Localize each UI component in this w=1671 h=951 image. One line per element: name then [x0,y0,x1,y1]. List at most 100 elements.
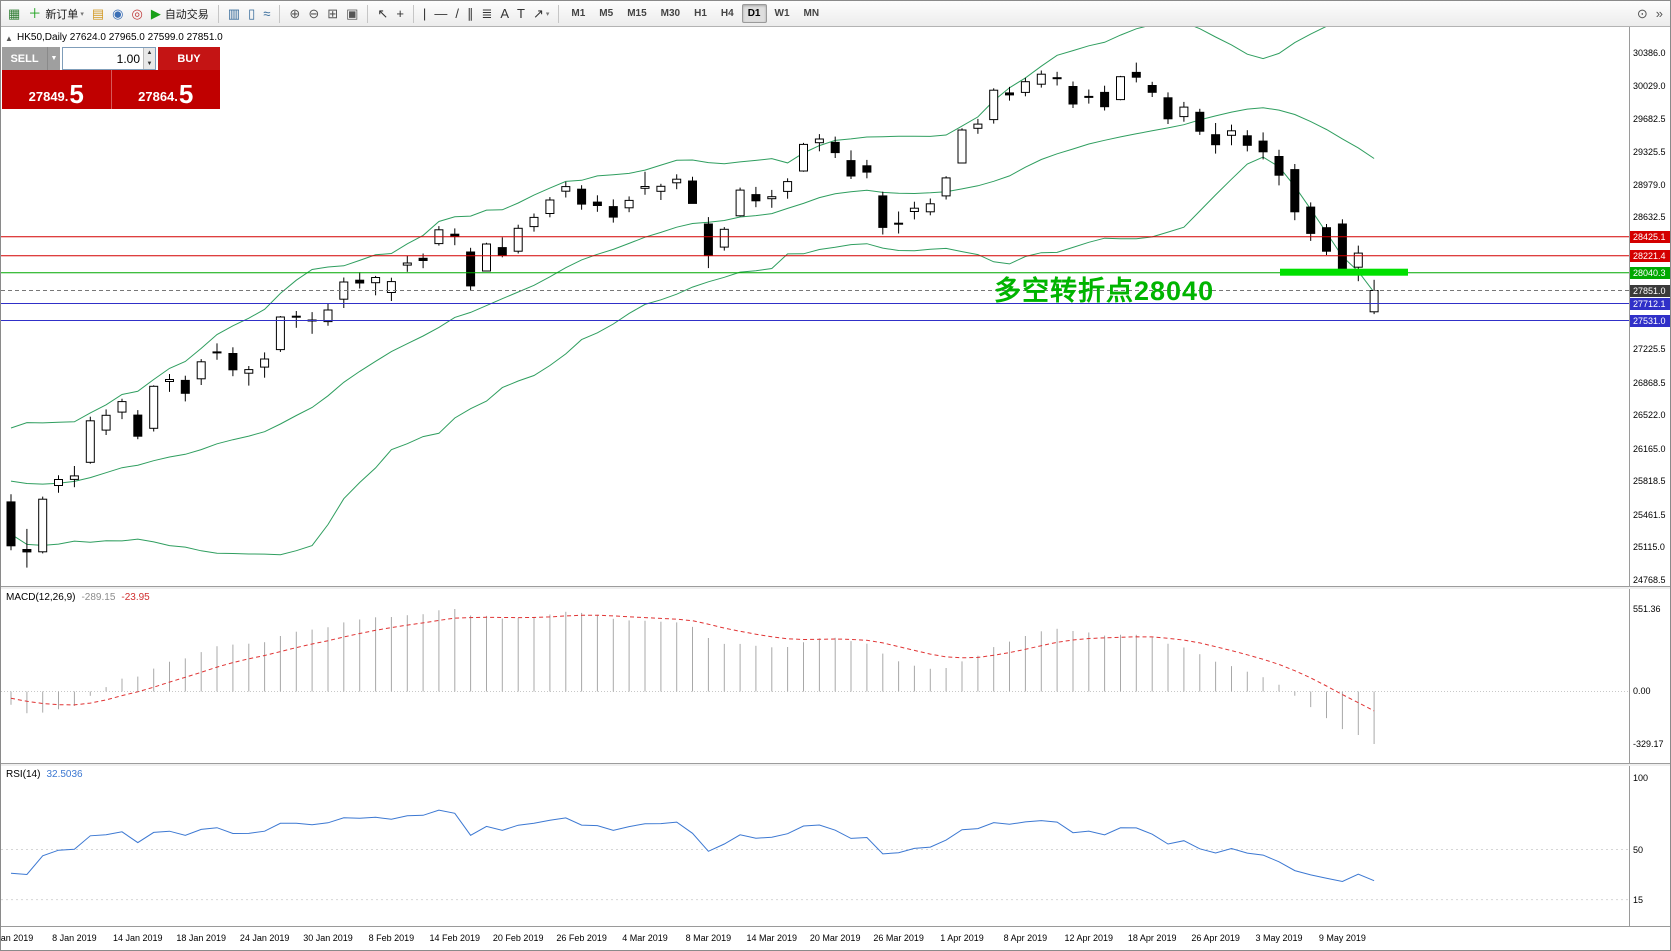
timeframe-M30[interactable]: M30 [660,8,681,19]
sell-price[interactable]: 27849. 5 [2,70,112,109]
charts-icon[interactable]: ▦ [4,3,24,25]
annotation-text[interactable]: 多空转折点28040 [994,276,1215,306]
market-watch-icon[interactable]: ▤ [88,3,108,25]
candle [719,227,729,251]
buy-price[interactable]: 27864. 5 [112,70,221,109]
candle [878,191,888,235]
time-axis[interactable] [1,926,1670,950]
rsi-pane[interactable] [1,766,1629,926]
cursor-icon: ↖ [377,6,389,21]
candle [640,171,650,195]
highlight-bar[interactable] [1280,268,1408,276]
buy-button[interactable]: BUY [158,47,220,70]
volume-stepper[interactable]: ▲ ▼ [143,48,155,69]
pane-splitter-rsi[interactable] [1,763,1670,766]
timeframe-M1[interactable]: M1 [571,8,586,19]
candle [1116,75,1125,101]
vertical-line-icon: | [422,6,427,21]
date-label: 8 Apr 2019 [1003,933,1048,943]
line-chart-icon: ≈ [263,6,271,21]
zoom-in-icon: ⊕ [289,6,301,21]
date-label: 8 Mar 2019 [685,933,732,943]
vertical-line-icon[interactable]: | [419,3,430,25]
timeframe-H4[interactable]: H4 [720,8,734,19]
candle [608,199,618,223]
text-icon[interactable]: A [496,3,513,25]
candle [846,150,856,179]
fibonacci-icon[interactable]: ≣ [477,3,496,25]
tile-windows-icon[interactable]: ⊞ [323,3,342,25]
candle [1369,279,1379,315]
price-chart[interactable] [1,27,1629,586]
sell-options-caret-icon[interactable]: ▼ [47,47,60,70]
candle [307,312,317,334]
zoom-in-icon[interactable]: ⊕ [285,3,304,25]
timeframe-W1[interactable]: W1 [774,8,790,19]
candle [117,398,127,420]
price-axis-label: 28632.5 [1633,212,1666,223]
cascade-windows-icon[interactable]: ▣ [342,3,362,25]
candle [212,343,222,360]
candle [291,311,301,328]
date-label: 3 May 2019 [1255,933,1303,943]
candle [323,303,333,326]
candle [1227,124,1236,146]
arrows-icon[interactable]: ↗ ▾ [529,3,553,25]
date-label: 2 Jan 2019 [0,933,34,943]
candle [6,494,16,551]
bar-chart-icon[interactable]: ▥ [224,3,244,25]
price-badge: 27712.1 [1630,297,1670,310]
candle [909,201,919,220]
toolbar-separator [279,4,281,23]
line-chart-icon[interactable]: ≈ [259,3,274,25]
horizontal-line-icon[interactable]: — [430,3,451,25]
macd-axis-label: -329.17 [1633,739,1664,749]
timeframe-D1[interactable]: D1 [741,4,767,23]
search-icon[interactable]: ⊙ [1636,6,1648,21]
price-badge: 27531.0 [1630,314,1670,327]
collapse-panel-icon[interactable]: ▲ [5,34,13,43]
candle [1100,85,1110,111]
channel-icon[interactable]: ∥ [463,3,478,25]
candle [85,416,95,464]
candlestick-chart-icon[interactable]: ▯ [244,3,259,25]
price-axis[interactable] [1629,27,1670,926]
rsi-label: RSI(14) [6,769,41,780]
candle [1290,164,1300,221]
sell-button[interactable]: SELL [2,47,47,70]
candle [22,528,32,568]
candle [1052,71,1062,86]
cursor-icon[interactable]: ↖ [373,3,392,25]
autotrading-icon: ▶ [150,6,161,21]
candle [799,142,808,172]
price-axis-label: 25818.5 [1633,476,1666,487]
timeframe-MN[interactable]: MN [803,8,820,19]
candle [830,136,840,158]
candle [545,197,555,218]
candle [1084,89,1094,104]
new-order-button[interactable]: ＋新订单 ▾ [24,3,88,25]
timeframe-M15[interactable]: M15 [627,8,647,19]
timeframe-H1[interactable]: H1 [694,8,707,19]
candle [624,196,634,213]
label-icon[interactable]: T [513,3,529,25]
candle [196,359,206,385]
volume-down-icon[interactable]: ▼ [144,58,155,69]
trendline-icon[interactable]: / [451,3,463,25]
timeframe-M5[interactable]: M5 [599,8,614,19]
pane-splitter-macd[interactable] [1,586,1670,589]
macd-pane[interactable] [1,589,1629,764]
volume-input[interactable] [63,48,143,69]
candle [703,217,713,269]
candle [497,237,507,258]
crosshair-icon[interactable]: + [392,3,408,25]
volume-up-icon[interactable]: ▲ [144,48,155,59]
macd-axis-label: 0.00 [1633,686,1651,697]
candle [1337,219,1347,275]
navigator-icon[interactable]: ◉ [108,3,127,25]
autotrading-button[interactable]: ▶ 自动交易 [147,3,213,25]
toolbar-overflow-icon[interactable]: » [1655,6,1663,21]
zoom-out-icon[interactable]: ⊖ [304,3,323,25]
date-label: 8 Feb 2019 [368,933,415,943]
autotrade-status-icon[interactable]: ◎ [127,3,146,25]
